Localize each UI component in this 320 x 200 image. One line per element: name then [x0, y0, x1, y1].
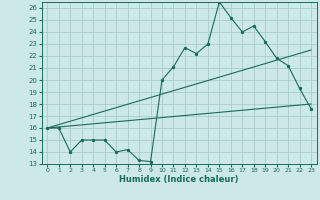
- X-axis label: Humidex (Indice chaleur): Humidex (Indice chaleur): [119, 175, 239, 184]
